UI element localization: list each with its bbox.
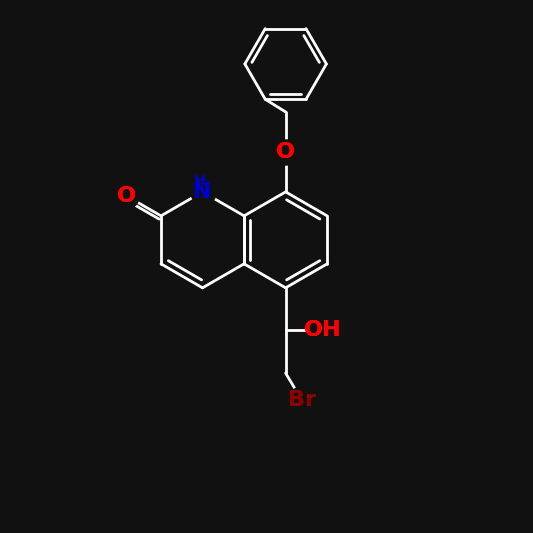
Text: OH: OH — [304, 320, 342, 341]
Text: O: O — [276, 142, 295, 162]
Text: OH: OH — [304, 320, 342, 341]
Text: N: N — [193, 182, 212, 202]
Text: O: O — [117, 186, 136, 206]
Text: H: H — [194, 174, 206, 188]
Text: Br: Br — [288, 390, 316, 410]
Text: N: N — [193, 182, 212, 202]
Text: O: O — [276, 142, 295, 162]
Text: Br: Br — [288, 390, 316, 410]
Text: O: O — [117, 186, 136, 206]
